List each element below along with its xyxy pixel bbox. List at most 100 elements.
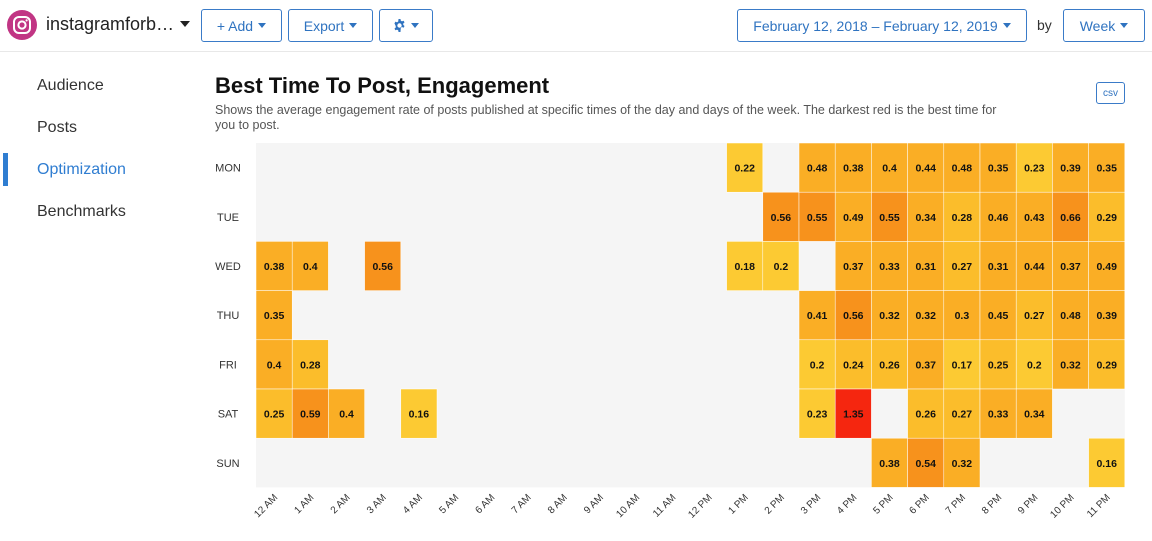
heatmap-cell[interactable] bbox=[834, 290, 872, 341]
heatmap-cell[interactable] bbox=[1088, 339, 1126, 390]
heatmap-cell[interactable] bbox=[726, 241, 764, 291]
heatmap-cell[interactable] bbox=[871, 142, 908, 193]
heatmap-cell[interactable] bbox=[328, 388, 365, 439]
heatmap-cell[interactable] bbox=[943, 241, 981, 291]
heatmap-cell[interactable] bbox=[1052, 191, 1089, 242]
heatmap-cell[interactable] bbox=[1015, 388, 1053, 439]
heatmap-cell-value: 0.48 bbox=[1060, 310, 1081, 322]
heatmap-cell[interactable] bbox=[871, 241, 908, 291]
heatmap-cell[interactable] bbox=[255, 241, 293, 291]
heatmap-cell-value: 0.54 bbox=[915, 458, 936, 470]
heatmap-cell[interactable] bbox=[871, 339, 908, 390]
settings-button[interactable] bbox=[379, 9, 433, 42]
heatmap-cell[interactable] bbox=[726, 142, 764, 193]
heatmap-cell[interactable] bbox=[979, 191, 1017, 242]
heatmap-cell[interactable] bbox=[798, 290, 836, 341]
column-label: 8 PM bbox=[980, 492, 1004, 516]
add-button-label: + Add bbox=[216, 17, 254, 34]
sidebar-item-posts[interactable]: Posts bbox=[37, 119, 78, 136]
heatmap-cell[interactable] bbox=[291, 241, 329, 291]
heatmap-cell[interactable] bbox=[834, 339, 872, 390]
heatmap-cell[interactable] bbox=[834, 142, 872, 193]
heatmap-cell[interactable] bbox=[255, 388, 293, 439]
heatmap-cell[interactable] bbox=[943, 339, 981, 390]
heatmap-cell[interactable] bbox=[871, 290, 908, 341]
heatmap-cell[interactable] bbox=[762, 241, 800, 291]
heatmap-cell[interactable] bbox=[979, 142, 1017, 193]
heatmap-cell[interactable] bbox=[1088, 241, 1126, 291]
heatmap-cell[interactable] bbox=[979, 388, 1017, 439]
account-name[interactable]: instagramforb… bbox=[46, 14, 175, 34]
heatmap-cell[interactable] bbox=[255, 339, 293, 390]
row-label: FRI bbox=[219, 359, 237, 371]
heatmap-cell[interactable] bbox=[798, 142, 836, 193]
heatmap-cell[interactable] bbox=[1052, 142, 1089, 193]
heatmap-cell-value: 0.45 bbox=[988, 310, 1009, 322]
heatmap-cell-value: 0.34 bbox=[1024, 409, 1045, 421]
heatmap-cell-value: 0.48 bbox=[952, 163, 973, 175]
heatmap-cell[interactable] bbox=[1088, 191, 1126, 242]
heatmap-cell-value: 0.38 bbox=[879, 458, 900, 470]
export-button[interactable]: Export bbox=[288, 9, 373, 42]
heatmap-cell[interactable] bbox=[979, 290, 1017, 341]
heatmap-cell[interactable] bbox=[907, 241, 945, 291]
heatmap-cell[interactable] bbox=[907, 290, 945, 341]
heatmap-cell[interactable] bbox=[1052, 241, 1089, 291]
column-label: 6 AM bbox=[474, 492, 498, 516]
caret-down-icon bbox=[349, 23, 358, 28]
heatmap-cell[interactable] bbox=[798, 388, 836, 439]
heatmap-cell[interactable] bbox=[943, 290, 981, 341]
csv-download-button[interactable]: csv bbox=[1096, 82, 1125, 104]
sidebar-item-benchmarks[interactable]: Benchmarks bbox=[37, 203, 126, 220]
date-range-picker[interactable]: February 12, 2018 – February 12, 2019 bbox=[737, 9, 1027, 42]
caret-down-icon bbox=[258, 23, 267, 28]
sidebar-item-optimization[interactable]: Optimization bbox=[37, 161, 126, 178]
gear-icon bbox=[394, 19, 405, 32]
heatmap-cell[interactable] bbox=[291, 339, 329, 390]
heatmap-cell[interactable] bbox=[907, 339, 945, 390]
heatmap-cell[interactable] bbox=[1052, 339, 1089, 390]
heatmap-cell-value: 0.32 bbox=[915, 310, 936, 322]
heatmap-cell[interactable] bbox=[1088, 437, 1126, 488]
heatmap-cell[interactable] bbox=[364, 241, 402, 291]
heatmap-cell[interactable] bbox=[943, 142, 981, 193]
heatmap-cell-value: 0.26 bbox=[915, 409, 936, 421]
heatmap-cell[interactable] bbox=[798, 339, 836, 390]
heatmap-cell-value: 0.56 bbox=[771, 212, 792, 224]
heatmap-cell[interactable] bbox=[943, 388, 981, 439]
heatmap-cell[interactable] bbox=[1015, 290, 1053, 341]
sidebar-item-audience[interactable]: Audience bbox=[37, 77, 104, 94]
heatmap-cell-value: 0.29 bbox=[1096, 359, 1117, 371]
heatmap-cell-value: 0.55 bbox=[879, 212, 900, 224]
heatmap-cell[interactable] bbox=[834, 388, 872, 439]
heatmap-cell[interactable] bbox=[907, 191, 945, 242]
heatmap-cell[interactable] bbox=[762, 191, 800, 242]
period-select[interactable]: Week bbox=[1063, 9, 1145, 42]
column-label: 1 AM bbox=[293, 492, 317, 516]
heatmap-cell-value: 0.28 bbox=[952, 212, 973, 224]
heatmap-cell[interactable] bbox=[1015, 241, 1053, 291]
row-label: SUN bbox=[216, 458, 239, 470]
heatmap-cell[interactable] bbox=[798, 191, 836, 242]
heatmap-cell[interactable] bbox=[907, 142, 945, 193]
heatmap-cell[interactable] bbox=[400, 388, 438, 439]
heatmap-cell-value: 0.22 bbox=[734, 163, 755, 175]
heatmap-cell-value: 0.49 bbox=[843, 212, 864, 224]
heatmap-cell[interactable] bbox=[943, 437, 981, 488]
heatmap-cell[interactable] bbox=[1088, 290, 1126, 341]
heatmap-cell-value: 0.2 bbox=[810, 359, 825, 371]
heatmap-cell-value: 0.38 bbox=[843, 163, 864, 175]
heatmap-cell[interactable] bbox=[979, 241, 1017, 291]
heatmap-cell[interactable] bbox=[907, 437, 945, 488]
heatmap-cell[interactable] bbox=[1015, 142, 1053, 193]
heatmap-cell[interactable] bbox=[979, 339, 1017, 390]
account-dropdown-caret-icon[interactable] bbox=[180, 21, 190, 27]
heatmap-cell[interactable] bbox=[871, 437, 908, 488]
heatmap-cell[interactable] bbox=[1052, 290, 1089, 341]
heatmap-cell-value: 0.35 bbox=[988, 163, 1009, 175]
add-button[interactable]: + Add bbox=[201, 9, 282, 42]
row-label: TUE bbox=[217, 212, 239, 224]
heatmap-cell[interactable] bbox=[255, 290, 293, 341]
heatmap-cell[interactable] bbox=[1088, 142, 1126, 193]
heatmap-cell-value: 0.16 bbox=[1096, 458, 1117, 470]
